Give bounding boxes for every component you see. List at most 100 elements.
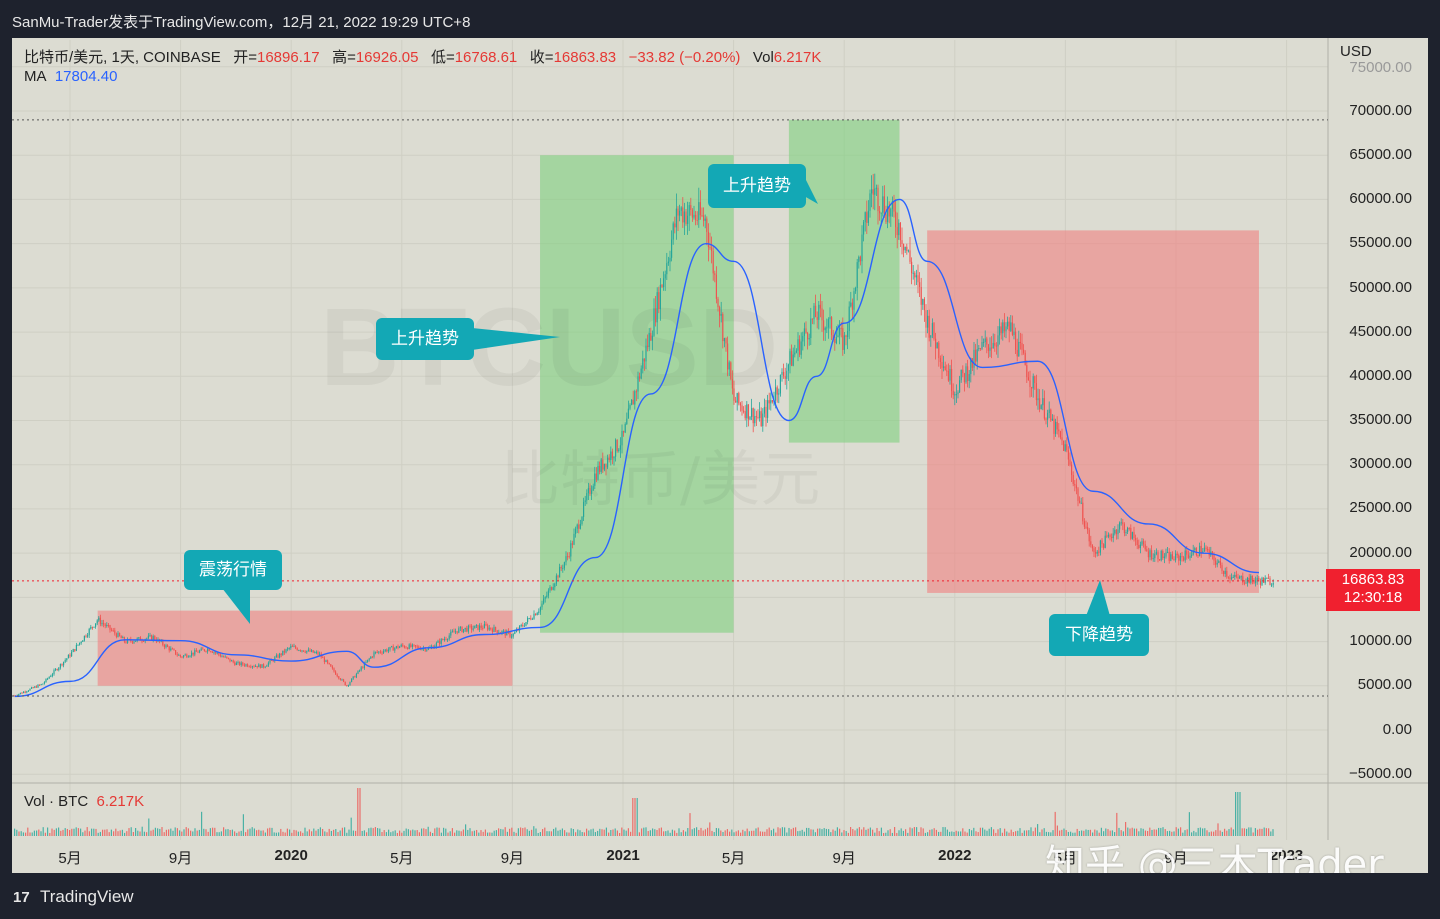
candle-body [629,404,631,409]
candle-body [112,630,114,632]
candle-body [357,670,359,674]
volume-bar [935,829,937,836]
candle-body [1259,580,1261,585]
candle-body [824,327,826,331]
volume-bar [260,830,262,836]
candle-body [511,636,513,638]
y-tick-label: −5000.00 [1349,765,1412,782]
candle-body [1176,553,1178,556]
candle-body [480,625,482,628]
candle-body [303,650,305,652]
candle-body [266,665,268,667]
volume-bar [515,832,517,836]
volume-bar [687,828,689,836]
volume-bar [726,829,728,836]
candle-body [299,650,301,652]
candle-body [1061,437,1063,441]
volume-bar [1092,832,1094,836]
volume-bar [1239,792,1241,836]
candle-body [1192,550,1194,555]
candle-body [907,250,909,252]
candle-body [663,278,665,288]
candle-body [520,625,522,627]
candle-body [490,627,492,630]
candle-body [600,459,602,472]
volume-bar [339,830,341,836]
volume-bar [337,832,339,836]
candle-body [650,333,652,341]
candle-body [471,625,473,630]
volume-bar [1048,832,1050,836]
callout-range[interactable]: 震荡行情 [184,550,282,590]
volume-bar [223,827,225,836]
callout-downtrend[interactable]: 下降趋势 [1049,614,1149,656]
candle-body [1135,538,1137,541]
volume-bar [960,831,962,836]
callout-uptrend-1[interactable]: 上升趋势 [376,318,474,360]
candle-body [51,674,53,676]
volume-bar [891,832,893,836]
candle-body [962,369,964,374]
last-price: 16863.83 [1341,571,1405,588]
volume-bar [1074,832,1076,836]
candle-body [735,400,737,403]
top-bar: SanMu-Trader发表于TradingView.com，12月 21, 2… [0,0,1440,38]
volume-bar [781,827,783,836]
candle-body [866,212,868,223]
volume-bar [440,832,442,836]
candle-body [575,528,577,534]
candle-body [143,640,145,642]
volume-bar [1208,832,1210,836]
candle-body [871,189,873,194]
tradingview-logo-icon: 17 [13,889,30,906]
volume-bar [137,830,139,836]
close-label: 收= [529,49,554,66]
candle-body [59,664,61,668]
candle-body [931,323,933,336]
volume-bar [1155,829,1157,836]
tradingview-brand[interactable]: TradingView [40,887,134,906]
volume-bar [702,830,704,836]
candle-body [1215,560,1217,565]
candle-body [339,678,341,680]
candle-body [811,318,813,320]
volume-bar [198,829,200,836]
volume-bar [467,829,469,836]
candle-body [296,648,298,651]
volume-bar [1133,828,1135,836]
candle-body [122,637,124,639]
candle-body [610,451,612,461]
candle-body [642,358,644,369]
candle-body [661,284,663,288]
volume-bar [319,827,321,836]
candle-body [747,404,749,420]
volume-bar [425,829,427,836]
candle-body [1227,576,1229,578]
candle-body [239,662,241,666]
candle-body [986,338,988,345]
candle-body [1264,578,1266,583]
candle-body [1258,577,1260,581]
volume-bar [234,831,236,836]
volume-bar [330,830,332,836]
volume-bar [817,828,819,836]
candle-body [936,342,938,349]
volume-bar [1226,830,1228,836]
candle-body [731,378,733,389]
candle-body [482,627,484,629]
volume-bar [880,827,882,836]
candle-body [387,649,389,652]
candle-body [1256,577,1258,581]
callout-uptrend-2[interactable]: 上升趋势 [708,164,806,208]
candle-body [552,587,554,590]
candle-body [927,315,929,328]
candle-body [1114,529,1116,534]
x-tick-label: 5月 [390,850,414,867]
volume-bar [86,827,88,836]
volume-bar [812,829,814,836]
candle-body [274,657,276,662]
volume-bar [733,832,735,836]
volume-bar [753,830,755,836]
candle-body [1167,551,1169,553]
